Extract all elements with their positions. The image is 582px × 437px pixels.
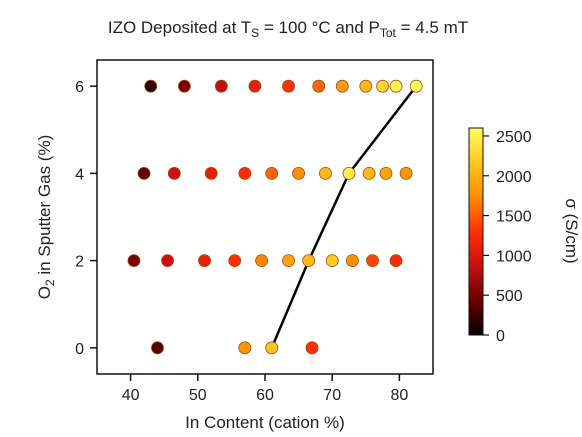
chart-title: IZO Deposited at TS = 100 °C and PTot = … (108, 18, 468, 40)
colorbar (468, 127, 484, 336)
data-point (204, 166, 218, 180)
x-tick-label: 50 (189, 387, 207, 404)
data-point (161, 254, 174, 268)
y-tick-label: 0 (75, 341, 84, 358)
data-point (255, 254, 269, 268)
data-point (238, 166, 252, 180)
data-point (335, 79, 349, 93)
data-point (144, 79, 158, 93)
colorbar-ticks: 0 500 1000 1500 2000 2500 (483, 129, 532, 345)
data-point (399, 166, 413, 180)
y-tick-label: 6 (75, 79, 84, 96)
colorbar-tick-label: 500 (496, 288, 523, 305)
data-point (389, 79, 403, 93)
data-point (366, 254, 379, 268)
data-point (248, 79, 262, 93)
colorbar-tick-label: 1000 (496, 248, 532, 265)
data-point (177, 79, 191, 93)
x-tick-label: 70 (323, 387, 341, 404)
data-point (238, 341, 252, 355)
data-point (305, 341, 319, 355)
data-point (265, 166, 279, 180)
data-point (359, 79, 373, 93)
data-point (214, 79, 228, 93)
trend-line (270, 85, 418, 349)
x-tick-label: 80 (391, 387, 409, 404)
data-point (325, 254, 339, 268)
data-point (127, 254, 141, 268)
x-tick-label: 60 (256, 387, 274, 404)
data-point (319, 166, 332, 180)
y-tick-label: 2 (75, 254, 84, 271)
data-point (376, 79, 390, 93)
data-point (345, 254, 359, 268)
data-point (362, 166, 376, 180)
y-axis-label: O2 in Sputter Gas (%) (35, 135, 57, 299)
data-point (379, 166, 393, 180)
colorbar-tick-label: 2000 (496, 169, 532, 186)
data-point (409, 79, 423, 93)
y-axis: 0 2 4 6 (75, 79, 97, 358)
colorbar-tick-label: 1500 (496, 209, 532, 226)
y-tick-label: 4 (75, 166, 84, 183)
data-points (127, 79, 423, 355)
x-tick-label: 40 (122, 387, 140, 404)
colorbar-label: σ (S/cm) (562, 198, 581, 263)
data-point (302, 254, 316, 268)
data-point (198, 254, 211, 268)
data-point (151, 341, 164, 355)
x-axis: 40 50 60 70 80 (122, 374, 409, 404)
data-point (282, 79, 295, 93)
x-axis-label: In Content (cation %) (185, 413, 345, 432)
colorbar-tick-label: 0 (496, 328, 505, 345)
data-point (137, 166, 151, 180)
data-point (389, 254, 403, 268)
data-point (342, 166, 356, 180)
data-point (167, 166, 181, 180)
data-point (312, 79, 326, 93)
data-point (265, 341, 279, 355)
data-point (228, 254, 242, 268)
data-point (282, 254, 295, 268)
data-point (292, 166, 306, 180)
colorbar-tick-label: 2500 (496, 129, 532, 146)
plot-area (96, 59, 434, 375)
